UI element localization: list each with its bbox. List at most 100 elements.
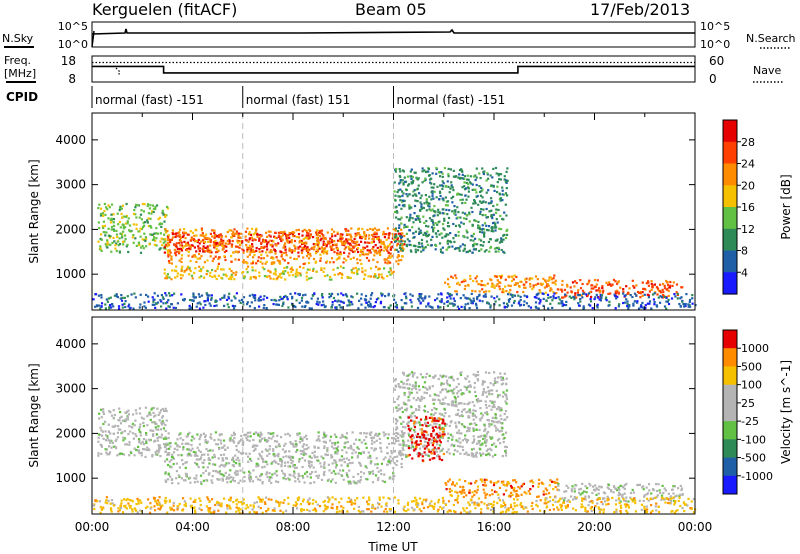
heatmap-cell — [252, 256, 255, 259]
heatmap-cell — [210, 298, 213, 301]
heatmap-cell — [142, 421, 145, 424]
heatmap-cell — [430, 186, 433, 189]
heatmap-cell — [336, 266, 339, 270]
heatmap-cell — [163, 220, 166, 223]
heatmap-cell — [471, 235, 474, 238]
heatmap-cell — [438, 198, 441, 201]
heatmap-cell — [440, 413, 443, 416]
heatmap-cell — [237, 481, 240, 485]
heatmap-cell — [422, 433, 425, 437]
heatmap-cell — [123, 302, 126, 305]
heatmap-cell — [472, 202, 475, 205]
heatmap-cell — [145, 245, 148, 248]
heatmap-cell — [138, 426, 141, 429]
heatmap-cell — [400, 299, 403, 302]
heatmap-cell — [177, 474, 180, 477]
heatmap-cell — [428, 374, 431, 377]
heatmap-cell — [347, 229, 350, 232]
heatmap-cell — [395, 234, 398, 237]
heatmap-cell — [297, 246, 300, 249]
heatmap-cell — [147, 225, 150, 228]
heatmap-cell — [323, 470, 326, 473]
heatmap-cell — [669, 280, 672, 284]
heatmap-cell — [512, 278, 515, 281]
heatmap-cell — [286, 296, 289, 299]
heatmap-cell — [397, 439, 400, 442]
heatmap-cell — [289, 256, 292, 259]
heatmap-cell — [211, 235, 214, 238]
heatmap-cell — [430, 238, 433, 241]
heatmap-cell — [345, 451, 348, 454]
heatmap-cell — [350, 300, 353, 304]
heatmap-cell — [338, 303, 341, 307]
heatmap-cell — [510, 304, 514, 307]
heatmap-cell — [420, 242, 424, 245]
heatmap-cell — [454, 403, 457, 406]
heatmap-cell — [525, 281, 528, 284]
heatmap-cell — [440, 449, 443, 452]
heatmap-cell — [261, 480, 264, 484]
heatmap-cell — [426, 410, 429, 413]
heatmap-cell — [386, 275, 389, 278]
heatmap-cell — [421, 170, 424, 173]
heatmap-cell — [303, 228, 306, 231]
heatmap-cell — [510, 279, 514, 283]
heatmap-cell — [587, 281, 590, 284]
heatmap-cell — [454, 210, 457, 213]
heatmap-cell — [134, 206, 137, 209]
heatmap-cell — [359, 475, 363, 479]
heatmap-cell — [419, 418, 423, 421]
heatmap-cell — [402, 433, 405, 436]
heatmap-cell — [644, 307, 647, 310]
heatmap-cell — [162, 302, 165, 305]
heatmap-cell — [367, 275, 370, 278]
heatmap-cell — [368, 234, 371, 237]
heatmap-cell — [182, 446, 185, 449]
heatmap-cell — [440, 171, 443, 174]
heatmap-cell — [466, 250, 469, 253]
heatmap-cell — [441, 436, 445, 439]
heatmap-cell — [342, 266, 345, 270]
heatmap-cell — [97, 294, 100, 297]
heatmap-cell — [140, 209, 143, 212]
heatmap-cell — [301, 465, 304, 469]
heatmap-cell — [144, 455, 147, 458]
heatmap-cell — [585, 293, 588, 296]
heatmap-cell — [331, 292, 334, 295]
heatmap-cell — [269, 270, 272, 273]
heatmap-cell — [472, 454, 475, 458]
heatmap-cell — [446, 213, 449, 216]
heatmap-cell — [493, 406, 496, 409]
heatmap-cell — [210, 294, 213, 297]
heatmap-cell — [232, 307, 236, 310]
heatmap-cell — [496, 191, 499, 194]
heatmap-cell — [503, 372, 506, 375]
heatmap-cell — [326, 250, 329, 253]
heatmap-cell — [198, 307, 201, 310]
heatmap-cell — [343, 442, 346, 445]
heatmap-cell — [159, 240, 162, 243]
heatmap-cell — [238, 440, 241, 443]
heatmap-cell — [374, 275, 377, 278]
heatmap-cell — [151, 204, 155, 207]
heatmap-cell — [345, 238, 348, 241]
heatmap-cell — [395, 248, 398, 251]
heatmap-cell — [343, 251, 346, 254]
heatmap-cell — [306, 237, 309, 240]
heatmap-cell — [202, 276, 206, 279]
heatmap-cell — [425, 224, 428, 228]
heatmap-cell — [119, 416, 122, 419]
heatmap-cell — [407, 396, 410, 399]
heatmap-cell — [313, 245, 316, 248]
heatmap-cell — [468, 380, 471, 383]
heatmap-cell — [298, 241, 301, 244]
heatmap-cell — [367, 259, 371, 262]
heatmap-cell — [456, 450, 459, 453]
heatmap-cell — [442, 427, 446, 430]
heatmap-cell — [594, 285, 597, 289]
heatmap-cell — [127, 409, 130, 412]
heatmap-cell — [433, 190, 436, 193]
heatmap-cell — [122, 240, 125, 243]
heatmap-cell — [435, 166, 438, 170]
